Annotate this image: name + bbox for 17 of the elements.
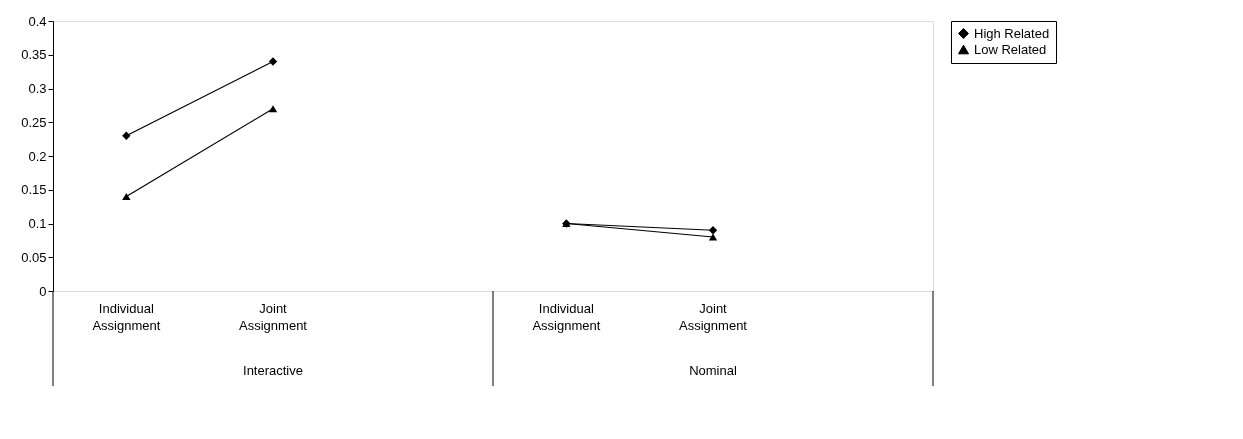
y-tick-label: 0.2 <box>28 148 47 164</box>
y-tick-label: 0.3 <box>28 81 47 96</box>
y-tick-label: 0.1 <box>28 216 47 231</box>
x-tick-label: Individual Assignment <box>92 301 161 333</box>
text: Nominal <box>689 363 737 378</box>
legend-label: High Related <box>974 25 1050 41</box>
y-tick-label: 0 <box>39 283 47 299</box>
y-tick-label: 0.4 <box>28 13 47 29</box>
x-tick-label: Individual Assignment <box>532 301 601 333</box>
text: Interactive <box>243 363 303 378</box>
legend-label: Low Related <box>974 41 1047 57</box>
y-tick-label: 0.25 <box>21 114 47 130</box>
y-tick-label: 0.35 <box>21 47 47 63</box>
y-tick-label: 0.05 <box>21 249 47 265</box>
x-tick-label: Joint Assignment <box>679 301 748 333</box>
y-tick-label: 0.15 <box>21 182 47 198</box>
x-tick-label: Joint Assignment <box>239 301 308 333</box>
